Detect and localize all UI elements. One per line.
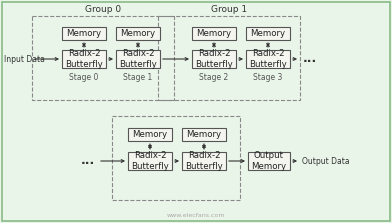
Bar — [116, 27, 160, 40]
Bar — [128, 128, 172, 141]
Text: Output Data: Output Data — [302, 157, 350, 165]
Bar — [158, 16, 300, 100]
Text: ...: ... — [303, 52, 317, 66]
Bar — [116, 50, 160, 68]
Bar — [248, 152, 290, 170]
Text: Stage 1: Stage 1 — [123, 73, 152, 82]
Text: Memory: Memory — [196, 29, 232, 38]
Text: Stage 2: Stage 2 — [200, 73, 229, 82]
Bar — [62, 50, 106, 68]
Bar — [112, 116, 240, 200]
Bar — [192, 50, 236, 68]
Bar — [246, 50, 290, 68]
Text: Radix-2
Butterfly: Radix-2 Butterfly — [195, 49, 233, 69]
Text: Radix-2
Butterfly: Radix-2 Butterfly — [249, 49, 287, 69]
Text: Group 0: Group 0 — [85, 5, 121, 14]
Text: www.elecfans.com: www.elecfans.com — [167, 213, 225, 218]
Bar — [246, 27, 290, 40]
Text: Memory: Memory — [120, 29, 156, 38]
Text: Stage 3: Stage 3 — [253, 73, 283, 82]
Text: Input Data: Input Data — [4, 54, 45, 64]
Text: Group 1: Group 1 — [211, 5, 247, 14]
Bar — [182, 152, 226, 170]
Text: Radix-2
Butterfly: Radix-2 Butterfly — [65, 49, 103, 69]
Text: Radix-2
Butterfly: Radix-2 Butterfly — [131, 151, 169, 171]
Bar — [192, 27, 236, 40]
Bar — [128, 152, 172, 170]
Text: Radix-2
Butterfly: Radix-2 Butterfly — [185, 151, 223, 171]
Bar — [62, 27, 106, 40]
Text: ...: ... — [81, 155, 95, 167]
Text: Output
Memory: Output Memory — [251, 151, 287, 171]
Text: Memory: Memory — [132, 130, 167, 139]
Bar — [182, 128, 226, 141]
Bar — [32, 16, 174, 100]
Text: Radix-2
Butterfly: Radix-2 Butterfly — [119, 49, 157, 69]
Text: Memory: Memory — [250, 29, 285, 38]
Text: Memory: Memory — [66, 29, 102, 38]
Text: Memory: Memory — [187, 130, 221, 139]
Text: Stage 0: Stage 0 — [69, 73, 99, 82]
